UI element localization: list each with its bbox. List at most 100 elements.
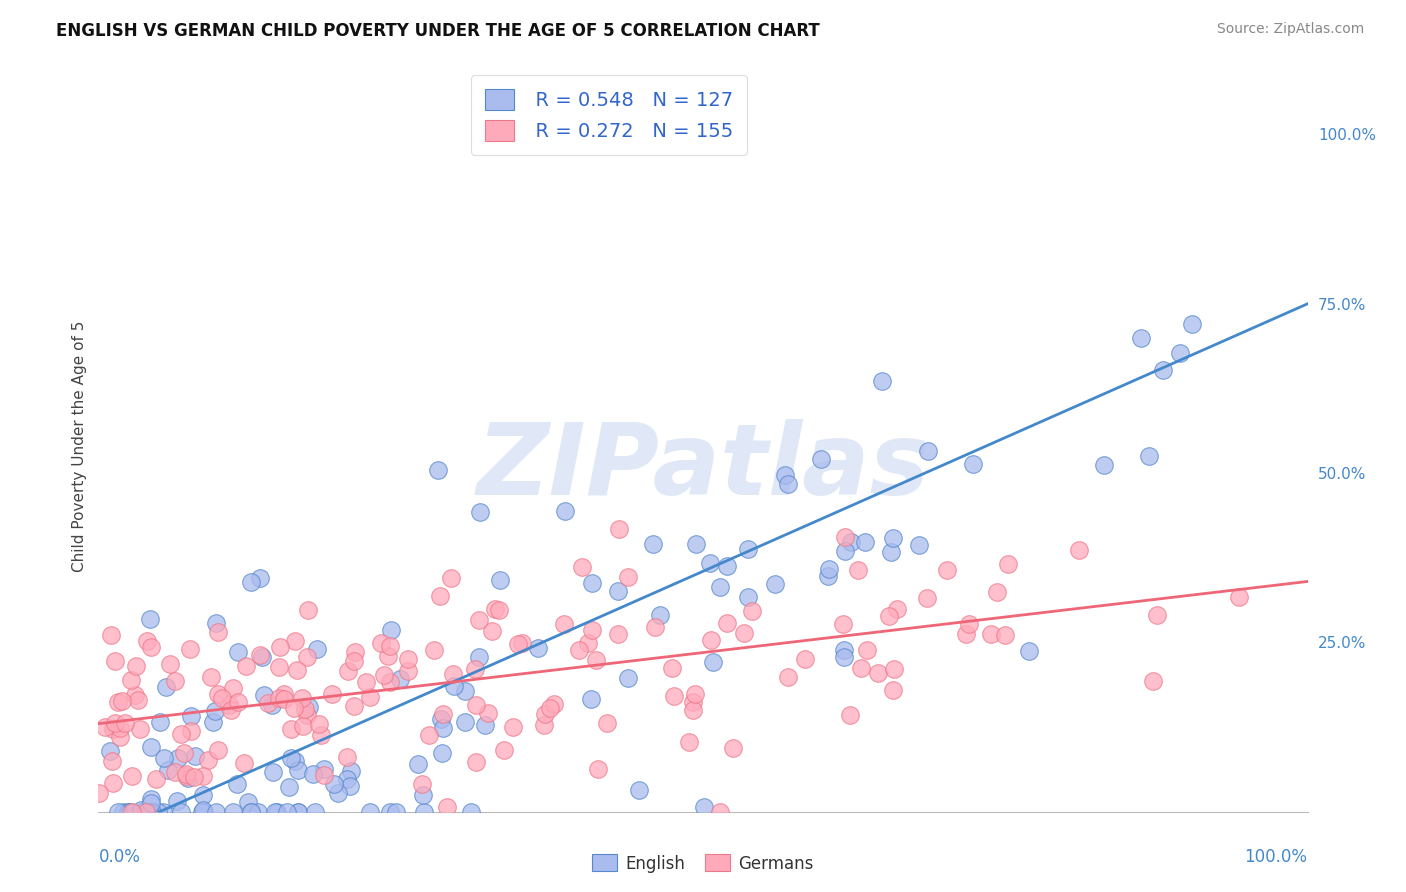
Point <box>510 636 533 650</box>
Point <box>308 717 330 731</box>
Point <box>145 772 167 786</box>
Point <box>586 762 609 776</box>
Point <box>737 542 759 557</box>
Point <box>207 687 229 701</box>
Point <box>596 716 619 731</box>
Point <box>994 628 1017 642</box>
Point <box>454 715 477 730</box>
Point <box>733 626 755 640</box>
Point <box>149 714 172 729</box>
Point <box>685 537 707 551</box>
Point <box>159 657 181 671</box>
Point <box>678 735 700 749</box>
Point <box>284 754 307 768</box>
Point <box>776 670 799 684</box>
Point <box>817 568 839 582</box>
Point <box>883 662 905 676</box>
Point <box>211 690 233 705</box>
Point <box>886 602 908 616</box>
Point <box>699 556 721 570</box>
Point <box>962 457 984 471</box>
Point <box>464 698 486 713</box>
Point <box>882 531 904 545</box>
Point <box>412 788 434 802</box>
Point <box>219 703 242 717</box>
Point <box>492 743 515 757</box>
Point <box>111 805 134 819</box>
Point <box>226 645 249 659</box>
Point <box>218 698 240 712</box>
Point <box>477 706 499 720</box>
Point <box>247 805 270 819</box>
Point <box>700 633 723 648</box>
Point <box>866 665 889 680</box>
Point <box>139 640 162 654</box>
Point <box>148 805 170 819</box>
Point <box>174 769 197 783</box>
Point <box>776 477 799 491</box>
Point <box>1067 543 1090 558</box>
Point <box>136 634 159 648</box>
Point <box>236 795 259 809</box>
Point <box>502 720 524 734</box>
Point <box>94 720 117 734</box>
Point <box>1152 362 1174 376</box>
Point <box>207 743 229 757</box>
Point <box>436 799 458 814</box>
Point <box>344 644 367 658</box>
Point <box>430 747 453 761</box>
Point <box>287 805 309 819</box>
Point <box>240 805 263 819</box>
Legend: English, Germans: English, Germans <box>585 847 821 880</box>
Text: 0.0%: 0.0% <box>98 848 141 866</box>
Point <box>128 722 150 736</box>
Point <box>488 602 510 616</box>
Point <box>204 704 226 718</box>
Point <box>354 675 377 690</box>
Point <box>232 756 254 770</box>
Point <box>370 636 392 650</box>
Point <box>302 767 325 781</box>
Point <box>571 559 593 574</box>
Point <box>239 805 262 819</box>
Point <box>89 786 111 800</box>
Point <box>114 716 136 731</box>
Y-axis label: Child Poverty Under the Age of 5: Child Poverty Under the Age of 5 <box>72 320 87 572</box>
Point <box>262 765 284 780</box>
Point <box>430 712 453 726</box>
Point <box>139 612 162 626</box>
Point <box>235 658 257 673</box>
Point <box>527 640 550 655</box>
Point <box>173 746 195 760</box>
Point <box>617 570 640 584</box>
Point <box>877 609 900 624</box>
Point <box>870 374 893 388</box>
Point <box>285 664 308 678</box>
Point <box>481 624 503 639</box>
Point <box>607 522 630 536</box>
Point <box>141 740 163 755</box>
Point <box>336 664 359 678</box>
Point <box>107 805 129 819</box>
Point <box>432 721 454 735</box>
Point <box>139 805 162 819</box>
Point <box>440 571 463 585</box>
Point <box>197 753 219 767</box>
Point <box>104 654 127 668</box>
Point <box>100 627 122 641</box>
Point <box>204 615 226 630</box>
Point <box>250 649 273 664</box>
Point <box>166 751 188 765</box>
Point <box>377 648 399 663</box>
Point <box>568 643 591 657</box>
Point <box>585 653 607 667</box>
Point <box>200 670 222 684</box>
Point <box>579 692 602 706</box>
Point <box>468 506 491 520</box>
Point <box>287 805 309 819</box>
Point <box>794 651 817 665</box>
Point <box>280 751 302 765</box>
Point <box>702 655 724 669</box>
Point <box>423 643 446 657</box>
Point <box>936 563 959 577</box>
